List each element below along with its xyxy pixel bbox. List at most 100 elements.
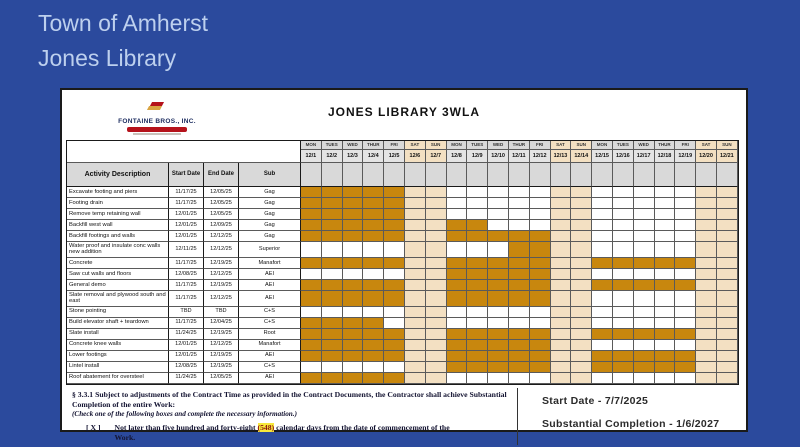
gantt-cell	[654, 187, 676, 198]
gantt-bar-cell	[675, 328, 697, 340]
gantt-cell	[654, 268, 676, 280]
gantt-cell	[571, 328, 593, 340]
gantt-bar-cell	[592, 279, 613, 291]
gantt-bar-cell	[342, 350, 364, 362]
gantt-bar-cell	[612, 328, 634, 340]
gantt-cell	[508, 209, 530, 220]
column-header-spacer-cell	[384, 163, 405, 187]
gantt-cell	[404, 306, 426, 318]
end-date-cell: 12/12/25	[204, 339, 239, 351]
gantt-cell	[592, 339, 613, 351]
gantt-bar-cell	[321, 198, 343, 209]
gantt-cell	[384, 317, 405, 329]
gantt-bar-cell	[488, 361, 509, 373]
column-header-spacer-cell	[529, 163, 551, 187]
gantt-bar-cell	[363, 350, 385, 362]
gantt-cell	[404, 372, 426, 384]
gantt-cell	[716, 328, 738, 340]
gantt-cell	[571, 198, 593, 209]
gantt-cell	[404, 350, 426, 362]
gantt-cell	[550, 198, 572, 209]
day-header-cell: TUES	[612, 141, 634, 150]
activity-cell: Backfill footings and walls	[67, 231, 169, 242]
gantt-cell	[633, 242, 655, 258]
gantt-bar-cell	[301, 279, 322, 291]
day-header-cell: WED	[633, 141, 655, 150]
end-date-cell: 12/05/25	[204, 372, 239, 384]
gantt-bar-cell	[363, 317, 385, 329]
gantt-bar-cell	[342, 279, 364, 291]
gantt-cell	[404, 231, 426, 242]
gantt-cell	[550, 317, 572, 329]
gantt-cell	[654, 306, 676, 318]
gantt-bar-cell	[363, 339, 385, 351]
gantt-bar-cell	[321, 290, 343, 307]
sub-cell: Gag	[239, 220, 301, 231]
gantt-bar-cell	[488, 231, 509, 242]
gantt-bar-cell	[508, 257, 530, 269]
gantt-cell	[550, 361, 572, 373]
gantt-cell	[425, 350, 447, 362]
gantt-bar-cell	[321, 257, 343, 269]
gantt-bar-cell	[529, 328, 551, 340]
gantt-bar-cell	[446, 231, 468, 242]
column-header-spacer-cell	[592, 163, 613, 187]
gantt-cell	[529, 306, 551, 318]
gantt-cell	[571, 268, 593, 280]
day-header-cell: MON	[301, 141, 322, 150]
gantt-cell	[467, 209, 489, 220]
date-header-cell: 12/2	[321, 150, 343, 163]
day-header-cell: THUR	[654, 141, 676, 150]
column-header-spacer-cell	[342, 163, 364, 187]
gantt-cell	[571, 209, 593, 220]
day-header-cell: SAT	[404, 141, 426, 150]
gantt-cell	[404, 220, 426, 231]
gantt-cell	[425, 187, 447, 198]
column-header-spacer-cell	[301, 163, 322, 187]
gantt-bar-cell	[529, 361, 551, 373]
gantt-cell	[425, 209, 447, 220]
day-header-cell: FRI	[529, 141, 551, 150]
date-header-cell: 12/3	[342, 150, 364, 163]
column-header-spacer-cell	[425, 163, 447, 187]
gantt-bar-cell	[384, 231, 405, 242]
gantt-bar-cell	[488, 328, 509, 340]
gantt-bar-cell	[363, 209, 385, 220]
clause-text: § 3.3.1 Subject to adjustments of the Co…	[72, 389, 507, 409]
gantt-cell	[571, 187, 593, 198]
gantt-cell	[716, 257, 738, 269]
gantt-cell	[716, 339, 738, 351]
column-header-spacer-cell	[716, 163, 738, 187]
start-date-cell: 12/08/25	[169, 361, 204, 373]
gantt-cell	[716, 290, 738, 307]
date-header-cell: 12/20	[696, 150, 717, 163]
activity-cell: Backfill west wall	[67, 220, 169, 231]
gantt-cell	[446, 372, 468, 384]
gantt-cell	[592, 268, 613, 280]
end-date-cell: 12/19/25	[204, 328, 239, 340]
gantt-bar-cell	[321, 339, 343, 351]
gantt-bar-cell	[301, 290, 322, 307]
gantt-cell	[654, 372, 676, 384]
gantt-cell	[592, 306, 613, 318]
activity-cell: Remove temp retaining wall	[67, 209, 169, 220]
date-header-cell: 12/13	[550, 150, 572, 163]
gantt-cell	[488, 372, 509, 384]
gantt-bar-cell	[467, 268, 489, 280]
gantt-cell	[508, 317, 530, 329]
gantt-bar-cell	[592, 350, 613, 362]
gantt-cell	[488, 187, 509, 198]
gantt-cell	[550, 339, 572, 351]
gantt-cell	[550, 220, 572, 231]
gantt-cell	[425, 290, 447, 307]
date-header-cell: 12/1	[301, 150, 322, 163]
gantt-cell	[363, 242, 385, 258]
gantt-bar-cell	[301, 220, 322, 231]
sub-cell: Root	[239, 328, 301, 340]
gantt-cell	[716, 198, 738, 209]
day-header-cell: SUN	[571, 141, 593, 150]
gantt-bar-cell	[654, 328, 676, 340]
gantt-bar-cell	[342, 317, 364, 329]
gantt-cell	[571, 361, 593, 373]
sub-cell: Gag	[239, 198, 301, 209]
